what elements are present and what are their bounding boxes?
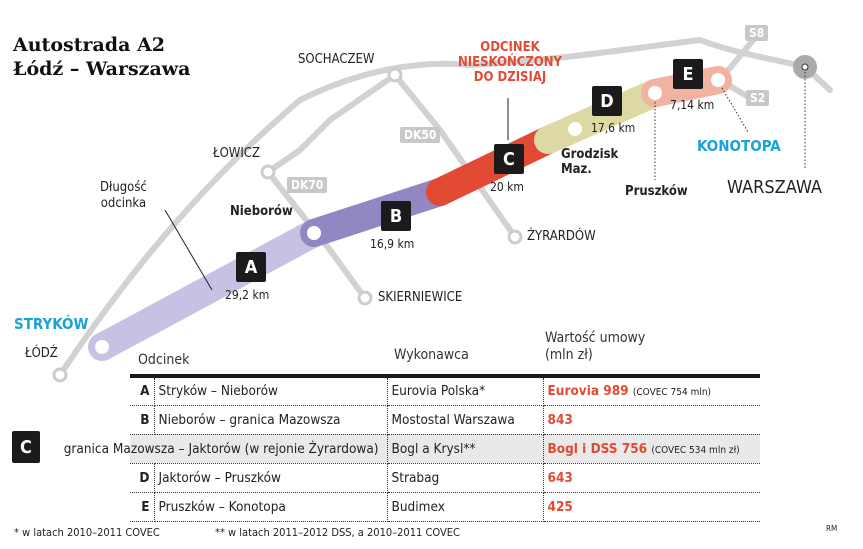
road: [57, 36, 808, 378]
label-pruszkow: Pruszków: [625, 184, 688, 199]
lodz-node: [52, 367, 68, 383]
value-cell: 843: [543, 405, 760, 435]
road: [717, 35, 758, 83]
zyrardow-node: [507, 229, 523, 245]
road: [265, 169, 368, 301]
nieborow-node: [307, 226, 321, 240]
strykow-node: [95, 340, 109, 354]
section-cell: Jaktorów – Pruszków: [154, 463, 388, 493]
segment-c-length: 20 km: [490, 180, 524, 194]
label-lodz: ŁÓDŹ: [25, 346, 58, 361]
map-title: Autostrada A2 Łódź – Warszawa: [13, 34, 191, 80]
section-cell: Pruszków – Konotopa: [154, 492, 388, 522]
lowicz-node: [260, 164, 276, 180]
header-value: Wartość umowy (mln zł): [545, 330, 646, 363]
segment-a-length: 29,2 km: [225, 288, 270, 302]
contractor-cell: Eurovia Polska*: [387, 376, 544, 406]
road: [265, 70, 518, 240]
contractor-cell: Strabag: [387, 463, 544, 493]
segment-b-marker: B: [381, 201, 411, 231]
section-cell: Stryków – Nieborów: [154, 376, 388, 406]
label-nieborow: Nieborów: [230, 204, 293, 219]
label-konotopa: KONOTOPA: [697, 137, 781, 155]
table-row: A Stryków – Nieborów Eurovia Polska* Eurovi…: [130, 376, 760, 406]
konotopa-node: [711, 73, 725, 87]
road-dk70: DK70: [287, 177, 328, 193]
letter-cell: B: [130, 405, 155, 435]
letter-cell: E: [130, 492, 155, 522]
segment-b-length: 16,9 km: [370, 237, 415, 251]
letter-cell: A: [130, 376, 155, 406]
row-c-marker: C: [12, 431, 40, 463]
road-s8: S8: [745, 25, 769, 41]
grodzisk-node: [568, 122, 582, 136]
contractor-cell: Mostostal Warszawa: [387, 405, 544, 435]
contractor-cell: Budimex: [387, 492, 544, 522]
letter-cell: D: [130, 463, 155, 493]
contracts-table: A Stryków – Nieborów Eurovia Polska* Eurovi…: [64, 374, 760, 522]
value-cell: Bogl i DSS 756 (COVEC 534 mln zł): [543, 434, 760, 464]
table-row: B Nieborów – granica Mazowsza Mostostal Wa…: [130, 405, 760, 435]
label-strykow: STRYKÓW: [14, 315, 89, 333]
header-contractor: Wykonawca: [394, 347, 469, 363]
segment-a-marker: A: [236, 252, 266, 282]
length-note: Długość odcinka: [100, 180, 147, 211]
segment-b: [300, 178, 454, 247]
table-row: E Pruszków – Konotopa Budimex 425: [130, 492, 760, 522]
segment-d-marker: D: [592, 86, 622, 116]
table-row: granica Mazowsza – Jaktorów (w rejonie Ż…: [64, 434, 760, 464]
sochaczew-node: [387, 67, 403, 83]
table-row: D Jaktorów – Pruszków Strabag 643: [130, 463, 760, 493]
value-cell: 425: [543, 492, 760, 522]
value-cell: Eurovia 989 (COVEC 754 mln): [543, 376, 760, 406]
segment-c-marker: C: [494, 144, 524, 174]
segment-e-length: 7,14 km: [670, 98, 715, 112]
unfinished-note: ODCINEK NIESKOŃCZONY DO DZISIAJ: [457, 40, 563, 85]
header-section: Odcinek: [138, 352, 190, 368]
label-grodzisk: Grodzisk Maz.: [561, 147, 619, 177]
label-warszawa: WARSZAWA: [727, 177, 822, 198]
road-s2: S2: [746, 90, 770, 106]
segment-d: [534, 79, 669, 154]
footnote-2: ** w latach 2011–2012 DSS, a 2010–2011 C…: [215, 526, 460, 539]
section-cell: granica Mazowsza – Jaktorów (w rejonie Ż…: [64, 434, 388, 464]
label-lowicz: ŁOWICZ: [213, 146, 260, 161]
section-cell: Nieborów – granica Mazowsza: [154, 405, 388, 435]
value-cell: 643: [543, 463, 760, 493]
segment-e-marker: E: [673, 59, 703, 89]
road-dk50: DK50: [400, 127, 441, 143]
label-skierniewice: SKIERNIEWICE: [378, 290, 463, 305]
pruszkow-node: [648, 86, 662, 100]
credit: RM: [826, 524, 838, 533]
footnote-1: * w latach 2010–2011 COVEC: [14, 526, 160, 539]
skierniewice-node: [357, 290, 373, 306]
segment-d-length: 17,6 km: [591, 121, 636, 135]
label-zyrardow: ŻYRARDÓW: [527, 229, 596, 244]
segment-a: [88, 219, 328, 361]
label-sochaczew: SOCHACZEW: [298, 52, 375, 67]
contractor-cell: Bogl a Krysl**: [387, 434, 544, 464]
